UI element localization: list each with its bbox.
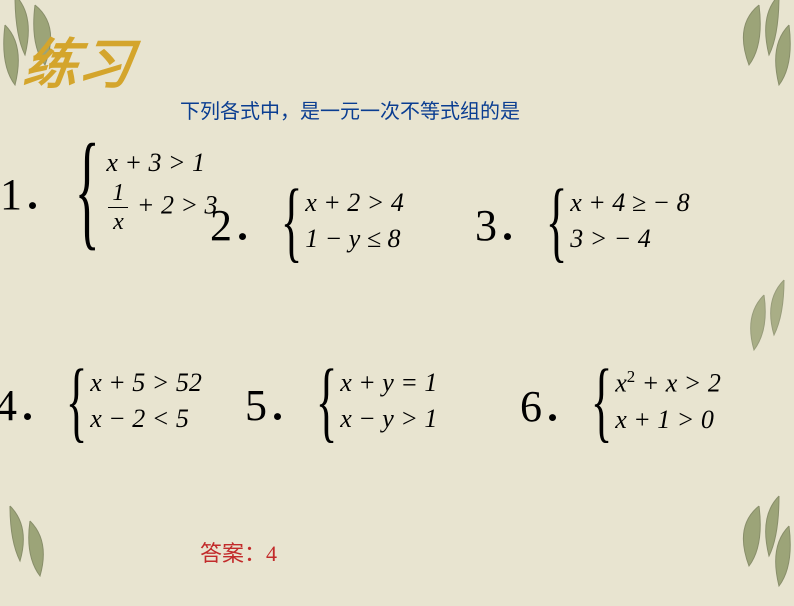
brace-icon: { xyxy=(281,190,303,253)
problem-3-eq1: x + 4 ≥ − 8 xyxy=(570,185,689,221)
answer-text: 答案：4 xyxy=(200,536,277,568)
problem-3-eq2: 3 > − 4 xyxy=(570,221,689,257)
brace-icon: { xyxy=(75,151,100,229)
problem-5-eq2: x − y > 1 xyxy=(340,401,437,437)
problem-2-number: 2． xyxy=(210,189,276,253)
problem-6-number: 6． xyxy=(520,370,586,434)
problem-6: 6． { x2 + x > 2 x + 1 > 0 xyxy=(520,365,721,438)
brace-icon: { xyxy=(546,190,568,253)
problem-2-eq1: x + 2 > 4 xyxy=(305,185,404,221)
problem-1-eq1: x + 3 > 1 xyxy=(106,145,217,181)
leaf-deco-tr xyxy=(709,0,794,105)
brace-icon: { xyxy=(591,370,613,433)
problem-5-number: 5． xyxy=(245,369,311,433)
brace-icon: { xyxy=(316,370,338,433)
problem-5-eq1: x + y = 1 xyxy=(340,365,437,401)
problem-4-number: 4． xyxy=(0,369,61,433)
leaf-deco-br xyxy=(709,486,794,606)
problem-2: 2． { x + 2 > 4 1 − y ≤ 8 xyxy=(210,185,404,258)
problem-3-number: 3． xyxy=(475,189,541,253)
problem-5: 5． { x + y = 1 x − y > 1 xyxy=(245,365,437,438)
problem-1-number: 1． xyxy=(0,158,66,222)
problem-1-eq2: 1x + 2 > 3 xyxy=(106,181,217,234)
problem-6-eq2: x + 1 > 0 xyxy=(615,402,721,438)
problem-4-eq1: x + 5 > 52 xyxy=(90,365,202,401)
problem-4-eq2: x − 2 < 5 xyxy=(90,401,202,437)
problem-row-1: 1． { x + 3 > 1 1x + 2 > 3 2． { x + 2 > 4… xyxy=(0,155,794,295)
problem-6-eq1: x2 + x > 2 xyxy=(615,365,721,402)
leaf-deco-bl xyxy=(0,496,75,606)
brace-icon: { xyxy=(66,370,88,433)
title-practice: 练习 xyxy=(19,20,138,99)
problem-3: 3． { x + 4 ≥ − 8 3 > − 4 xyxy=(475,185,690,258)
problem-1: 1． { x + 3 > 1 1x + 2 > 3 xyxy=(0,145,218,234)
prompt-text: 下列各式中，是一元一次不等式组的是 xyxy=(180,95,520,124)
problem-2-eq2: 1 − y ≤ 8 xyxy=(305,221,404,257)
problem-row-2: 4． { x + 5 > 52 x − 2 < 5 5． { x + y = 1… xyxy=(0,365,794,475)
problem-4: 4． { x + 5 > 52 x − 2 < 5 xyxy=(0,365,202,438)
